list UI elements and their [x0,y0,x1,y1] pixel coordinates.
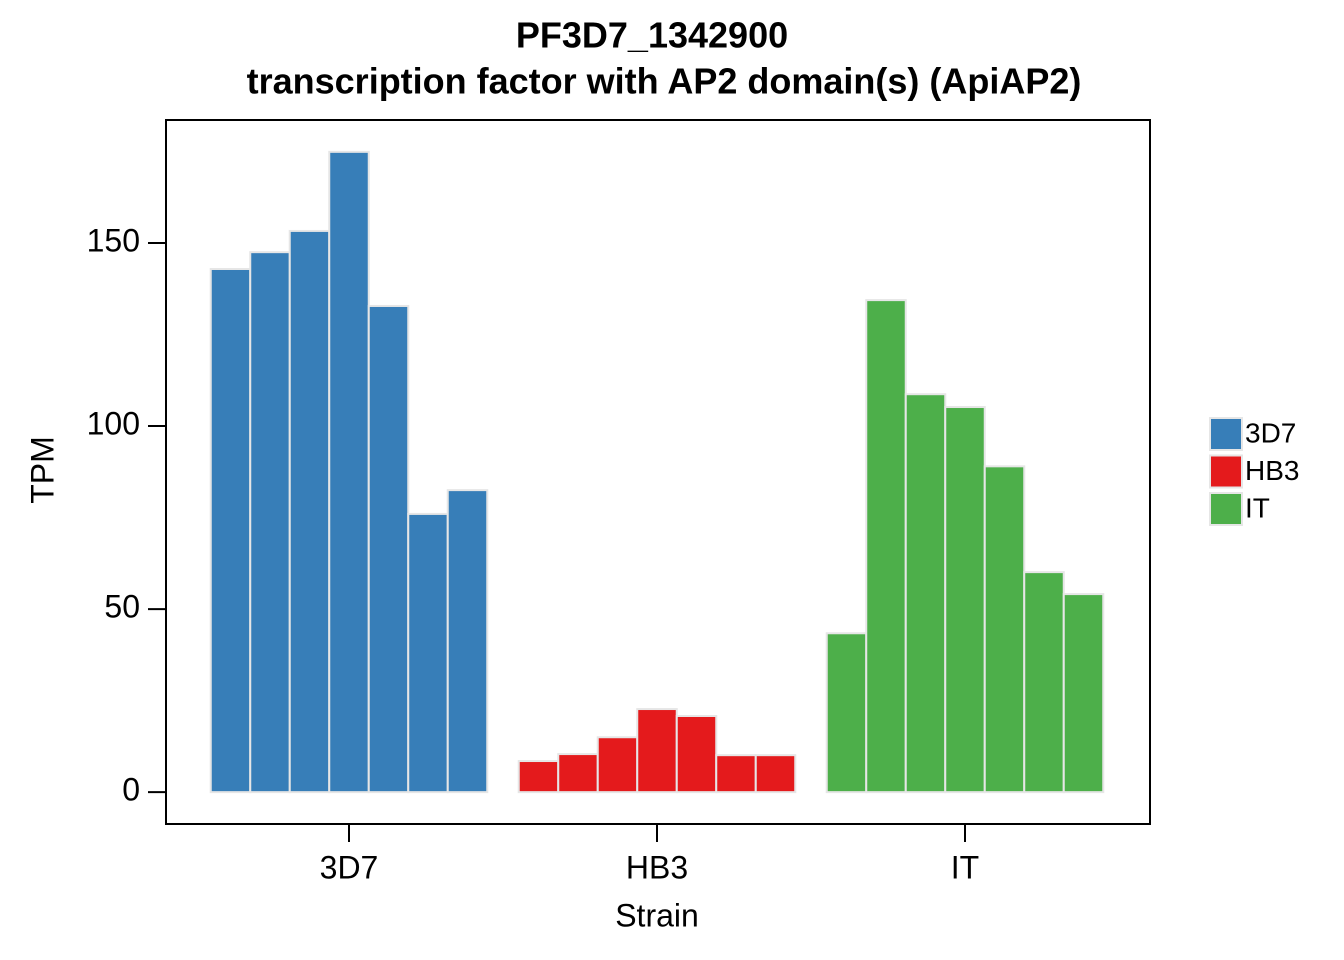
legend-swatch [1209,417,1243,451]
legend-label: IT [1245,492,1270,523]
x-tick-label: HB3 [626,849,688,885]
bar [249,251,291,794]
y-axis-title: TPM [24,436,60,504]
bar [446,489,489,794]
legend-label: 3D7 [1245,417,1296,448]
bar [1023,571,1065,794]
y-tick-label: 100 [87,406,140,442]
bar [596,736,639,794]
y-tick-label: 50 [104,589,140,625]
bar [209,268,252,794]
x-axis-title: Strain [615,897,699,933]
bar [517,760,560,794]
legend-swatch [1209,492,1243,526]
bar [328,150,370,794]
x-tick-label: 3D7 [320,849,379,885]
bar [367,304,410,794]
y-tick-label: 150 [87,222,140,258]
bar [715,754,757,794]
bar [944,406,986,794]
bar [288,229,331,794]
legend-label: HB3 [1245,455,1299,486]
bar [407,512,449,794]
bar [983,465,1026,794]
y-tick-label: 0 [122,772,140,808]
bar [865,299,907,794]
bar [636,708,678,794]
bar [904,393,947,794]
bar [557,753,599,794]
bar [1062,593,1105,794]
chart-title: PF3D7_1342900 [516,15,788,56]
bar [675,715,718,794]
chart-subtitle: transcription factor with AP2 domain(s) … [247,61,1082,102]
bar [754,754,797,794]
bar [825,632,868,794]
x-tick-label: IT [951,849,979,885]
legend-swatch [1209,454,1243,489]
